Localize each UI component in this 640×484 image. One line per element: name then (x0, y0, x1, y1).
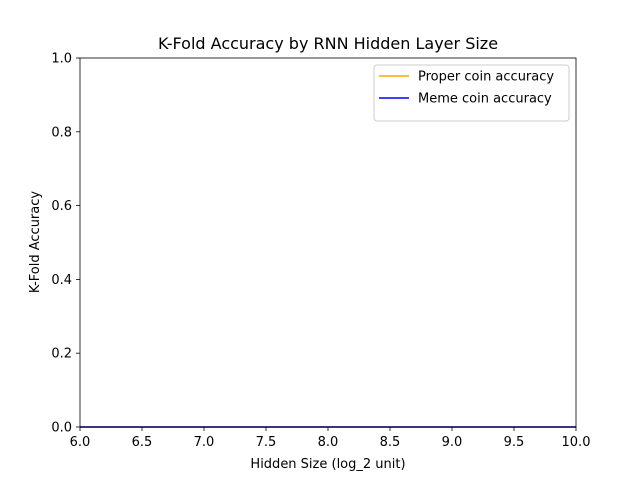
axes-layer: 6.0 6.5 7.0 7.5 8.0 8.5 9.0 9.5 10.0 0.0 0.2 0.4 0.6… (51, 52, 590, 451)
y-tick-label: 0.0 (51, 421, 72, 436)
y-tick-label: 0.2 (51, 347, 72, 362)
x-tick-label: 7.5 (256, 435, 277, 450)
legend-box (373, 64, 570, 122)
x-axis-label: Hidden Size (log_2 unit) (250, 457, 405, 472)
x-tick-label: 7.0 (194, 435, 215, 450)
y-tick-label: 0.4 (51, 273, 72, 288)
legend-label-2: Meme coin accuracy (418, 92, 552, 107)
x-tick-label: 6.5 (132, 435, 153, 450)
x-tick-label: 8.5 (380, 435, 401, 450)
x-tick-label: 8.0 (318, 435, 339, 450)
x-tick-label: 9.5 (504, 435, 525, 450)
x-tick-label: 9.0 (442, 435, 463, 450)
x-tick-label: 10.0 (562, 435, 591, 450)
legend-label-1: Proper coin accuracy (418, 70, 554, 85)
y-axis-label: K-Fold Accuracy (28, 191, 43, 293)
y-tick-label: 1.0 (51, 52, 72, 67)
legend: Proper coin accuracy Meme coin accuracy (373, 64, 570, 122)
chart-title: K-Fold Accuracy by RNN Hidden Layer Size (158, 34, 498, 53)
y-tick-label: 0.6 (51, 199, 72, 214)
y-tick-label: 0.8 (51, 125, 72, 140)
x-tick-label: 6.0 (70, 435, 91, 450)
